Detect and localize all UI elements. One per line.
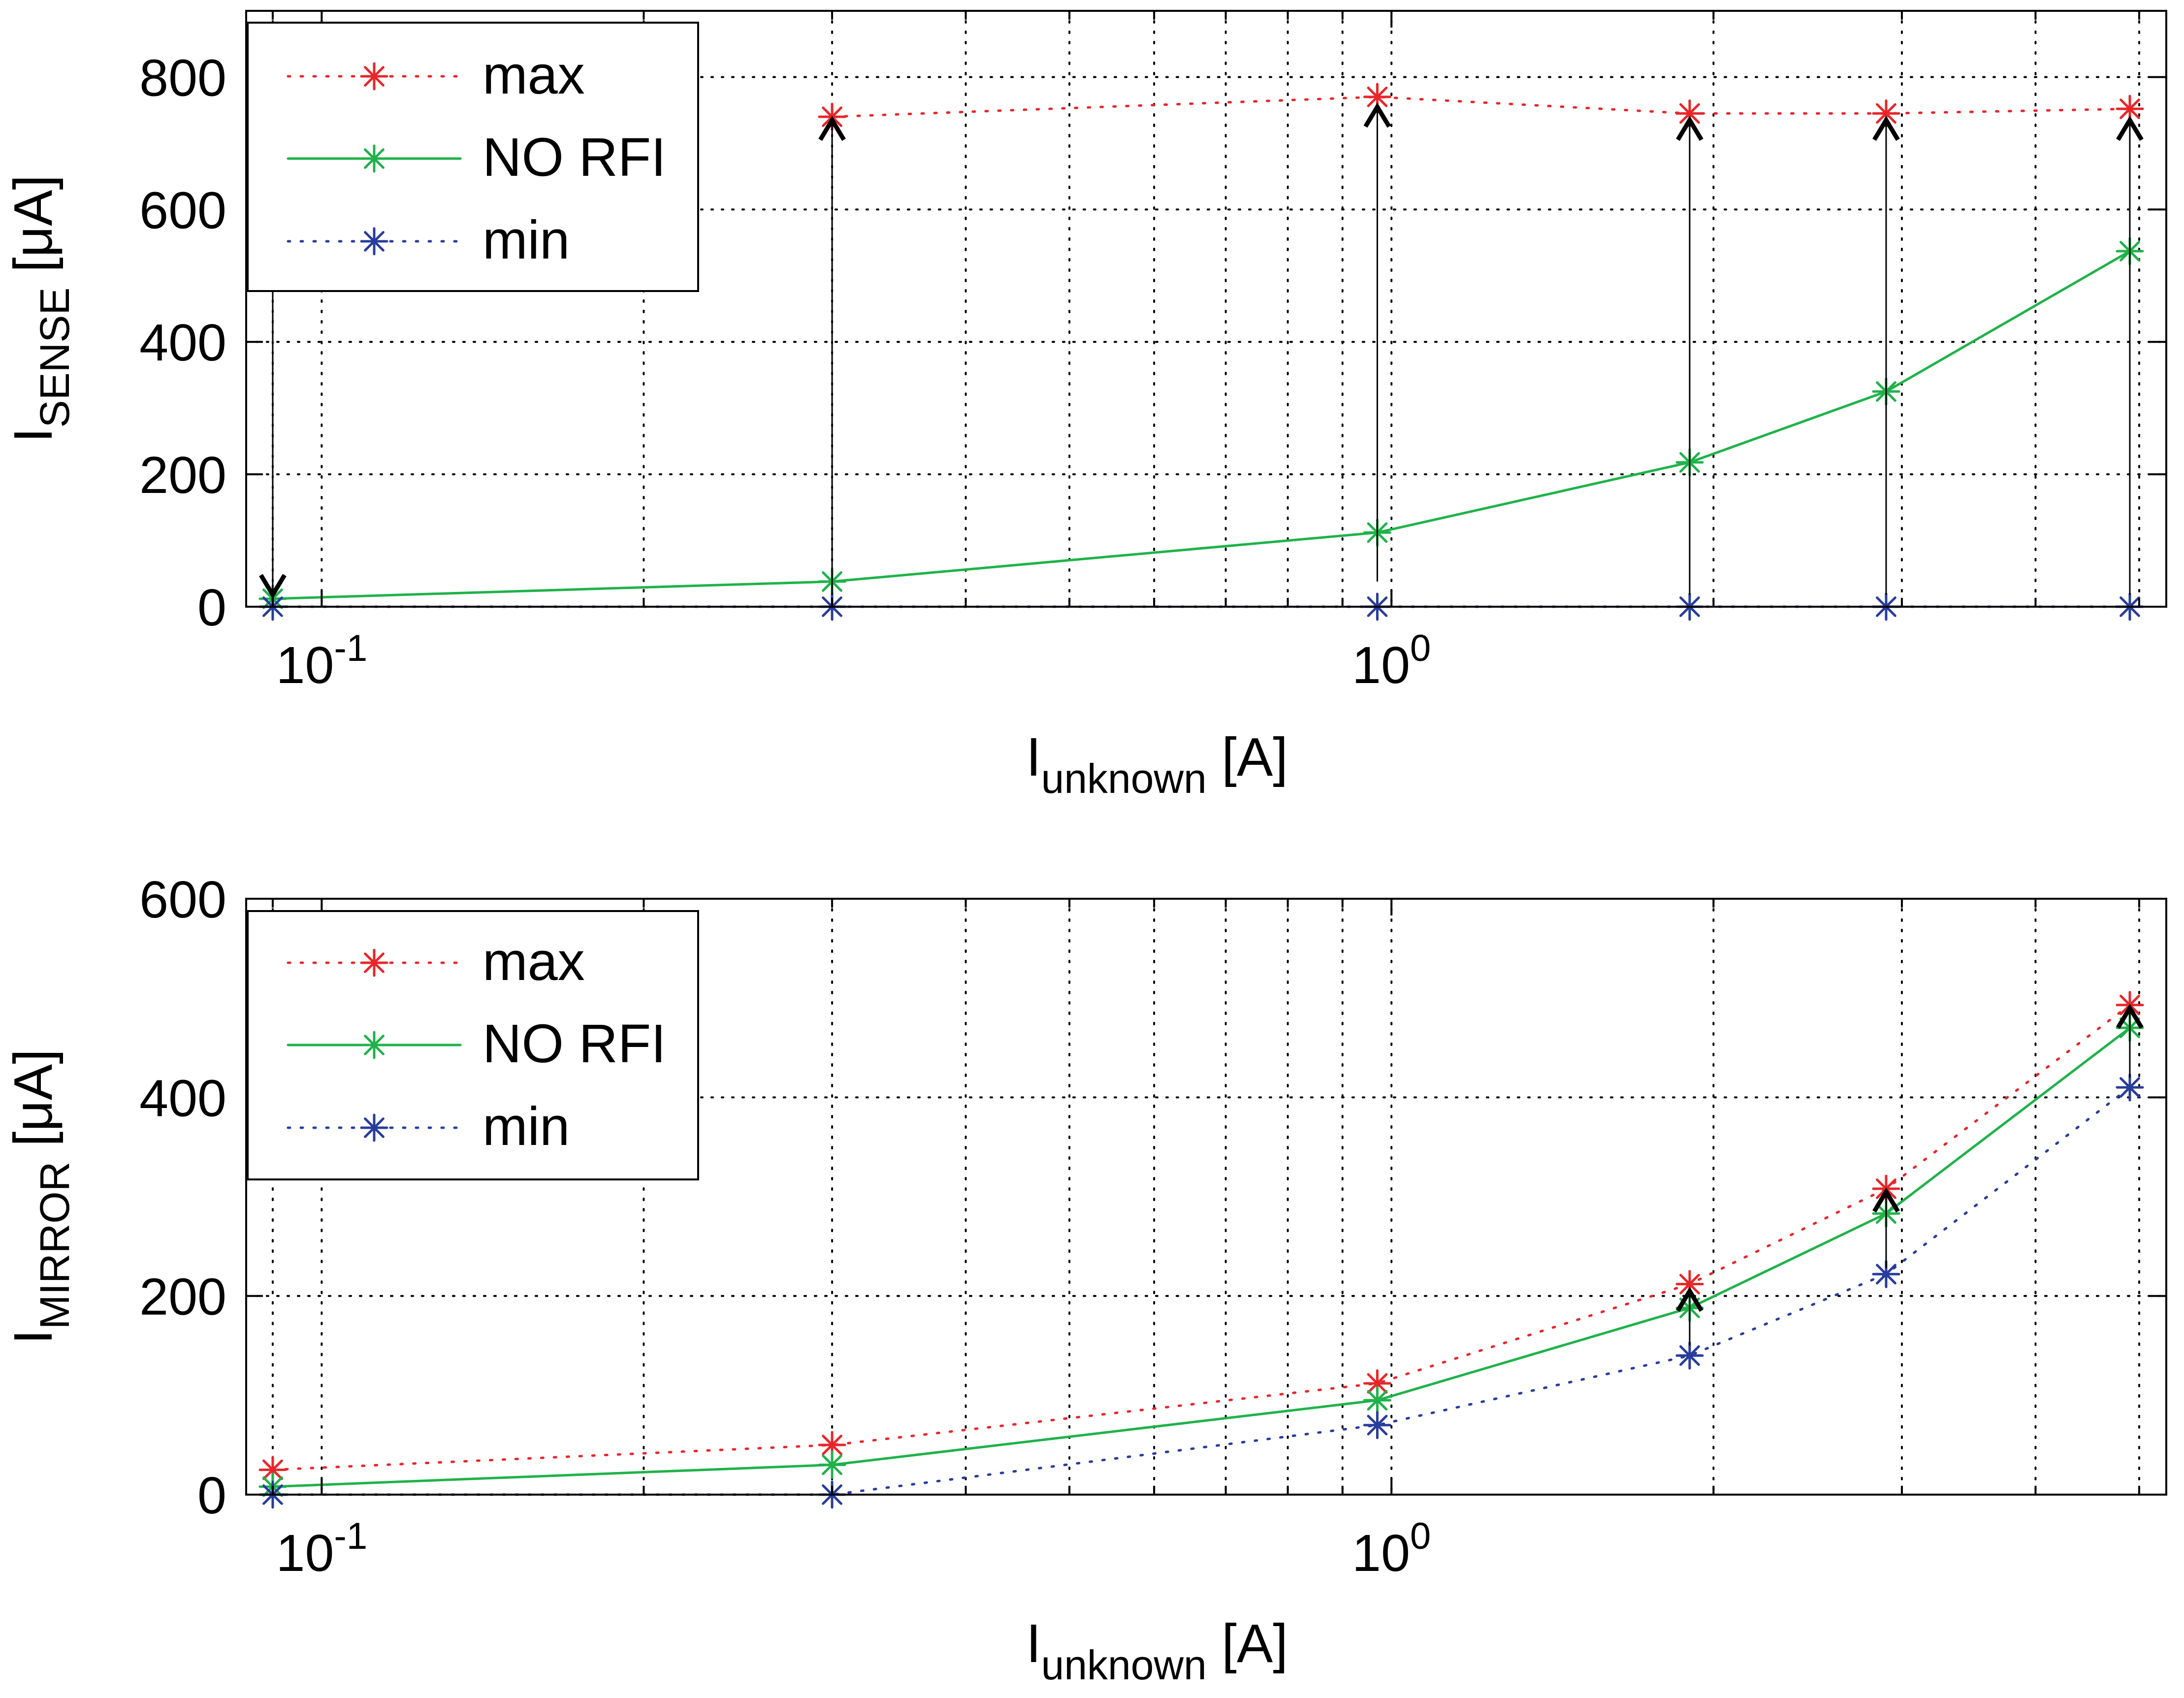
arrow-head <box>1676 116 1703 141</box>
marker-stroke <box>1679 1345 1700 1366</box>
arrow-head <box>259 574 287 599</box>
sense-legend-label-min: min <box>482 210 570 270</box>
mirror-legend-entry-min: min <box>287 1096 570 1157</box>
mirror-marker-norfi <box>1363 1386 1391 1414</box>
mirror-legend-entry-no-rfi: NO RFI <box>287 1013 666 1074</box>
mirror-y-tick-labels: 0 200 400 600 <box>139 871 226 1525</box>
marker-stroke <box>822 1435 842 1456</box>
sense-x-axis-label: Iunknown [A] <box>1026 727 1288 802</box>
y-tick-label: 600 <box>139 871 226 929</box>
legend-marker-min <box>360 227 388 256</box>
sense-legend-entry-min: min <box>287 210 570 270</box>
mirror-legend-label-max: max <box>482 931 585 992</box>
sense-range-arrow <box>1363 102 1391 582</box>
arrow-head <box>1872 116 1900 141</box>
legend-marker-max <box>360 948 388 977</box>
sense-line-norfi <box>271 250 2131 600</box>
marker-stroke <box>1876 1264 1896 1285</box>
legend-marker-max <box>360 62 388 91</box>
x-tick-label: 10-1 <box>276 627 367 694</box>
marker-stroke <box>1876 103 1896 124</box>
marker-stroke <box>364 952 385 973</box>
sense-legend-label-no-rfi: NO RFI <box>482 127 666 188</box>
marker-stroke <box>1367 1414 1388 1436</box>
mirror-legend-label-no-rfi: NO RFI <box>482 1013 666 1074</box>
legend-marker-norfi <box>360 144 388 173</box>
marker-stroke <box>364 231 385 252</box>
mirror-marker-norfi <box>818 1451 846 1479</box>
sense-axes-box <box>245 10 2167 608</box>
y-tick-label: 400 <box>139 1069 226 1127</box>
marker-stroke <box>364 148 385 169</box>
mirror-chart: 0 200 400 600 10-1 100 Iunknown [A] IMIRROR … <box>3 871 2167 1688</box>
arrow-head <box>1363 102 1391 128</box>
marker-stroke <box>262 1459 283 1480</box>
sense-legend-entry-max: max <box>287 45 585 105</box>
sense-y-axis-label: ISENSE [μA] <box>3 175 78 443</box>
mirror-x-axis-label: Iunknown [A] <box>1026 1613 1288 1688</box>
mirror-range-arrow <box>2116 1004 2144 1078</box>
mirror-y-axis-label: IMIRROR [μA] <box>3 1049 78 1344</box>
mirror-marker-max <box>1675 1270 1704 1298</box>
arrow-head <box>1676 1286 1703 1312</box>
sense-legend-label-max: max <box>482 45 585 105</box>
y-tick-label: 0 <box>197 579 226 637</box>
mirror-axes-box <box>245 898 2167 1496</box>
x-tick-label: 100 <box>1352 1515 1431 1582</box>
sense-legend-box <box>247 22 699 292</box>
sense-x-tick-labels: 10-1 100 <box>276 627 1431 694</box>
mirror-legend-entry-max: max <box>287 931 585 992</box>
mirror-legend-label-min: min <box>482 1096 570 1157</box>
legend-marker-norfi <box>360 1031 388 1059</box>
y-tick-label: 200 <box>139 446 226 504</box>
marker-stroke <box>822 1454 842 1475</box>
sense-legend: max NO RFI min <box>247 22 699 292</box>
marker-stroke <box>1367 86 1388 107</box>
marker-stroke <box>2120 1077 2140 1098</box>
arrow-head <box>2116 1004 2144 1029</box>
sense-legend-entry-no-rfi: NO RFI <box>287 127 666 188</box>
mirror-marker-min <box>1363 1411 1391 1439</box>
y-tick-label: 200 <box>139 1268 226 1326</box>
mirror-series <box>258 991 2144 1509</box>
sense-chart: 0 200 400 600 800 10-1 100 Iunknown [A] ISENS… <box>3 10 2167 802</box>
marker-stroke <box>1367 1373 1388 1394</box>
marker-stroke <box>1679 103 1700 124</box>
arrow-head <box>1872 1187 1900 1213</box>
x-tick-label: 100 <box>1352 627 1431 694</box>
mirror-line-norfi <box>271 1026 2131 1488</box>
sense-range-arrow <box>1872 116 1900 595</box>
mirror-line-max <box>271 1004 2131 1471</box>
sense-arrows <box>259 77 2144 599</box>
sense-range-arrow <box>1676 116 1703 595</box>
mirror-ticks <box>246 898 2166 1496</box>
y-tick-label: 400 <box>139 314 226 372</box>
y-tick-label: 600 <box>139 181 226 239</box>
y-tick-label: 0 <box>197 1467 226 1525</box>
marker-stroke <box>1367 1390 1388 1411</box>
marker-stroke <box>2120 98 2140 119</box>
legend-marker-min <box>360 1113 388 1142</box>
y-tick-label: 800 <box>139 49 226 107</box>
mirror-line-min <box>271 1086 2131 1496</box>
arrow-head <box>818 116 846 141</box>
marker-stroke <box>1679 1274 1700 1295</box>
mirror-marker-min <box>2116 1073 2144 1102</box>
marker-stroke <box>364 1035 385 1055</box>
marker-stroke <box>364 66 385 87</box>
sense-marker-max <box>2116 95 2144 123</box>
x-tick-label: 10-1 <box>276 1515 367 1582</box>
mirror-range-arrow <box>1676 1286 1703 1346</box>
mirror-x-tick-labels: 10-1 100 <box>276 1515 1431 1582</box>
mirror-legend: max NO RFI min <box>247 910 699 1180</box>
sense-range-arrow <box>818 116 846 595</box>
mirror-range-arrow <box>1872 1187 1900 1269</box>
marker-stroke <box>364 1117 385 1138</box>
mirror-arrows <box>1676 1004 2144 1346</box>
sense-y-tick-labels: 0 200 400 600 800 <box>139 49 226 637</box>
arrow-head <box>2116 116 2144 141</box>
sense-range-arrow <box>2116 116 2144 595</box>
mirror-marker-min <box>1675 1341 1704 1370</box>
